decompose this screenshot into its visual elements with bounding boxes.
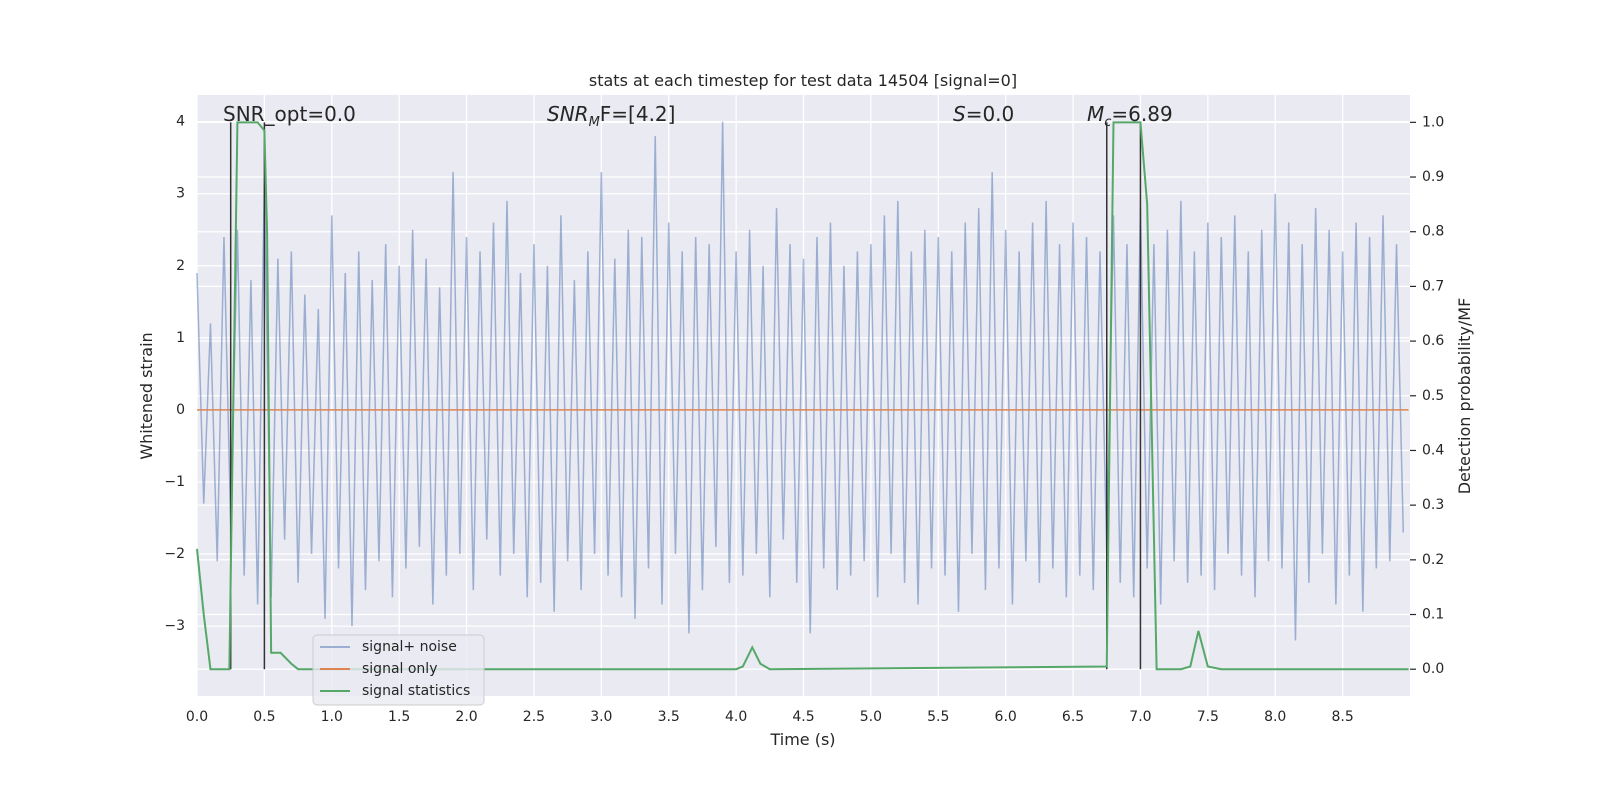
annotation-part: SNR: [547, 102, 589, 126]
annotation-part: M: [589, 115, 600, 130]
y2-axis-label: Detection probability/MF: [1455, 298, 1474, 495]
x-tick-label: 6.5: [1062, 709, 1084, 725]
x-tick-label: 8.5: [1331, 709, 1353, 725]
x-tick-label: 4.5: [792, 709, 814, 725]
annotation-part: SNR_opt=0.0: [223, 102, 356, 126]
x-tick-label: 3.0: [590, 709, 612, 725]
x-tick-label: 3.5: [658, 709, 680, 725]
x-tick-label: 0.5: [253, 709, 275, 725]
x-tick-label: 7.0: [1129, 709, 1151, 725]
y-tick-label: 4: [176, 114, 185, 130]
y-tick-label: −3: [164, 618, 185, 634]
legend-label: signal+ noise: [362, 639, 457, 655]
series-line: [196, 121, 1405, 641]
y2-tick-label: 0.7: [1422, 278, 1444, 294]
x-tick-label: 1.0: [321, 709, 343, 725]
y2-tick-label: 0.3: [1422, 497, 1444, 513]
y2-tick-label: 0.5: [1422, 388, 1444, 404]
annotation: SNRMF=[4.2]: [547, 102, 675, 130]
y-tick-label: 1: [176, 330, 185, 346]
x-tick-label: 0.0: [186, 709, 208, 725]
legend-label: signal statistics: [362, 683, 470, 699]
annotation-part: =6.89: [1111, 102, 1172, 126]
y2-tick-label: 0.4: [1422, 442, 1444, 458]
legend: signal+ noise signal only signal statistic…: [312, 634, 485, 706]
y2-tick-label: 0.1: [1422, 607, 1444, 623]
x-tick-label: 5.5: [927, 709, 949, 725]
x-tick-label: 1.5: [388, 709, 410, 725]
y-axis-label: Whitened strain: [137, 332, 156, 459]
annotation: SNR_opt=0.0: [223, 102, 356, 126]
legend-box: [312, 634, 485, 706]
annotation: Mc=6.89: [1087, 102, 1173, 130]
x-tick-label: 6.0: [995, 709, 1017, 725]
annotation-part: =0.0: [966, 102, 1015, 126]
y2-tick-label: 0.0: [1422, 661, 1444, 677]
y-tick-label: 0: [176, 402, 185, 418]
annotation-part: S: [953, 102, 966, 126]
y2-tick-label: 0.9: [1422, 169, 1444, 185]
y-tick-label: −1: [164, 474, 185, 490]
chart-title: stats at each timestep for test data 145…: [589, 71, 1017, 90]
series-line: [196, 121, 1409, 671]
x-tick-label: 2.5: [523, 709, 545, 725]
y2-tick-label: 0.6: [1422, 333, 1444, 349]
x-tick-label: 2.0: [455, 709, 477, 725]
y-tick-label: 2: [176, 258, 185, 274]
x-tick-label: 5.0: [860, 709, 882, 725]
annotation-part: c: [1104, 115, 1111, 130]
annotation-part: M: [1087, 102, 1104, 126]
y-tick-label: −2: [164, 546, 185, 562]
y2-tick-label: 0.2: [1422, 552, 1444, 568]
annotation-part: F=[4.2]: [600, 102, 676, 126]
y-tick-label: 3: [176, 186, 185, 202]
x-axis-label: Time (s): [769, 730, 835, 749]
y2-tick-label: 0.8: [1422, 224, 1444, 240]
y2-tick-label: 1.0: [1422, 114, 1444, 130]
annotation: S=0.0: [953, 102, 1014, 126]
x-tick-label: 4.0: [725, 709, 747, 725]
x-tick-label: 8.0: [1264, 709, 1286, 725]
x-tick-label: 7.5: [1197, 709, 1219, 725]
legend-label: signal only: [362, 661, 437, 677]
